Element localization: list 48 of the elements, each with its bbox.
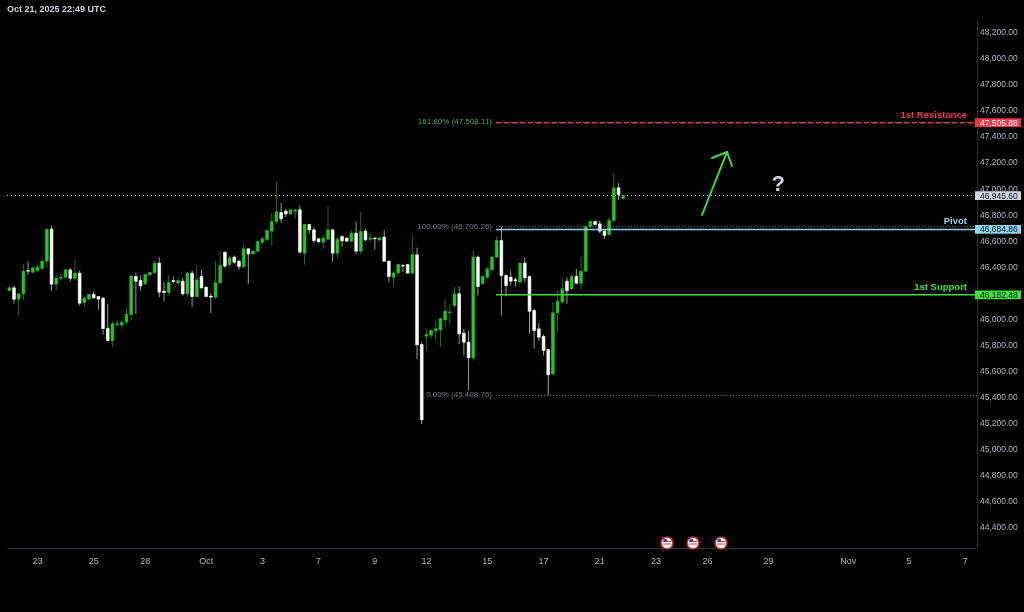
y-tick-label: 45,800.00 xyxy=(980,339,1019,350)
chart-title: Oct 21, 2025 22:49 UTC xyxy=(7,4,107,14)
y-tick-label: 45,400.00 xyxy=(980,391,1019,402)
y-tick-label: 46,182.48 xyxy=(980,289,1019,300)
x-tick-label: Oct xyxy=(199,555,214,566)
y-tick-label: 46,600.00 xyxy=(980,235,1019,246)
x-tick-label: 7 xyxy=(316,555,322,566)
y-tick-label: 44,800.00 xyxy=(980,469,1019,480)
y-tick-label: 46,000.00 xyxy=(980,313,1019,324)
x-tick-label: 7 xyxy=(962,555,968,566)
y-tick-label: 45,200.00 xyxy=(980,417,1019,428)
y-tick-label: 46,400.00 xyxy=(980,261,1019,272)
ref-line-label: 0.00% (45,408.76) xyxy=(426,390,493,400)
y-tick-label: 48,200.00 xyxy=(980,27,1019,38)
ref-line-label: 161.80% (47,508.11) xyxy=(417,117,493,127)
y-tick-label: 46,684.86 xyxy=(980,224,1019,235)
y-tick-label: 47,200.00 xyxy=(980,157,1019,168)
y-tick-label: 48,000.00 xyxy=(980,53,1019,64)
y-tick-label: 47,505.88 xyxy=(980,117,1019,128)
x-tick-label: 29 xyxy=(763,555,774,566)
x-tick-label: 3 xyxy=(259,555,265,566)
ref-line-label: 100.00% (46,706.26) xyxy=(417,221,493,231)
y-tick-label: 46,800.00 xyxy=(980,209,1019,220)
y-tick-label: 47,600.00 xyxy=(980,105,1019,116)
x-tick-label: 23 xyxy=(32,555,43,566)
x-tick-label: 12 xyxy=(421,555,432,566)
ref-line-label: 1st Support xyxy=(914,280,968,292)
candlestick xyxy=(373,236,377,250)
annotation: ? xyxy=(771,171,785,196)
ref-line-label: 1st Resistance xyxy=(900,108,967,120)
x-tick-label: 9 xyxy=(372,555,378,566)
x-tick-label: Nov xyxy=(840,555,857,566)
ref-line-label: Pivot xyxy=(943,215,968,227)
x-tick-label: 25 xyxy=(88,555,99,566)
y-tick-label: 44,600.00 xyxy=(980,495,1019,506)
x-tick-label: 21 xyxy=(594,555,605,566)
y-tick-label: 45,600.00 xyxy=(980,365,1019,376)
y-tick-label: 44,400.00 xyxy=(980,521,1019,532)
x-tick-label: 5 xyxy=(906,555,912,566)
candlestick xyxy=(26,260,30,276)
x-tick-label: 23 xyxy=(651,555,662,566)
x-tick-label: 17 xyxy=(538,555,549,566)
y-tick-label: 47,400.00 xyxy=(980,131,1019,142)
x-tick-label: 28 xyxy=(140,555,151,566)
y-tick-label: 47,800.00 xyxy=(980,79,1019,90)
y-tick-label: 45,000.00 xyxy=(980,443,1019,454)
x-tick-label: 26 xyxy=(702,555,713,566)
x-tick-label: 15 xyxy=(482,555,493,566)
